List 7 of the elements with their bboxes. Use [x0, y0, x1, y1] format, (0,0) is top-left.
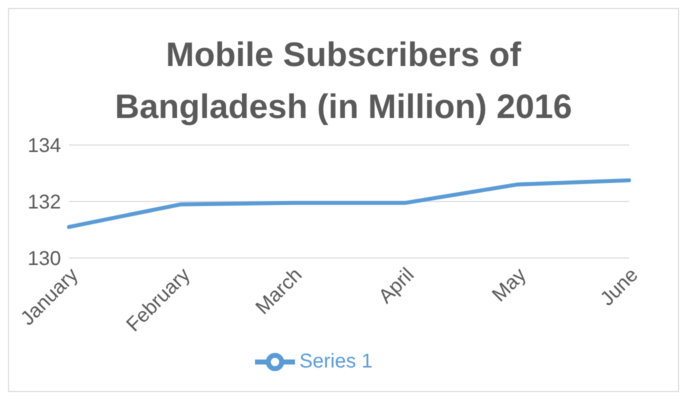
legend-label: Series 1	[299, 350, 373, 372]
line-series	[67, 178, 631, 229]
y-tick-label: 134	[28, 135, 61, 158]
x-tick-label: May	[488, 264, 531, 306]
y-tick-label: 130	[28, 248, 61, 270]
chart-title: Mobile Subscribers of Bangladesh (in Million) 2016	[114, 35, 574, 128]
y-tick-label: 132	[28, 192, 61, 214]
